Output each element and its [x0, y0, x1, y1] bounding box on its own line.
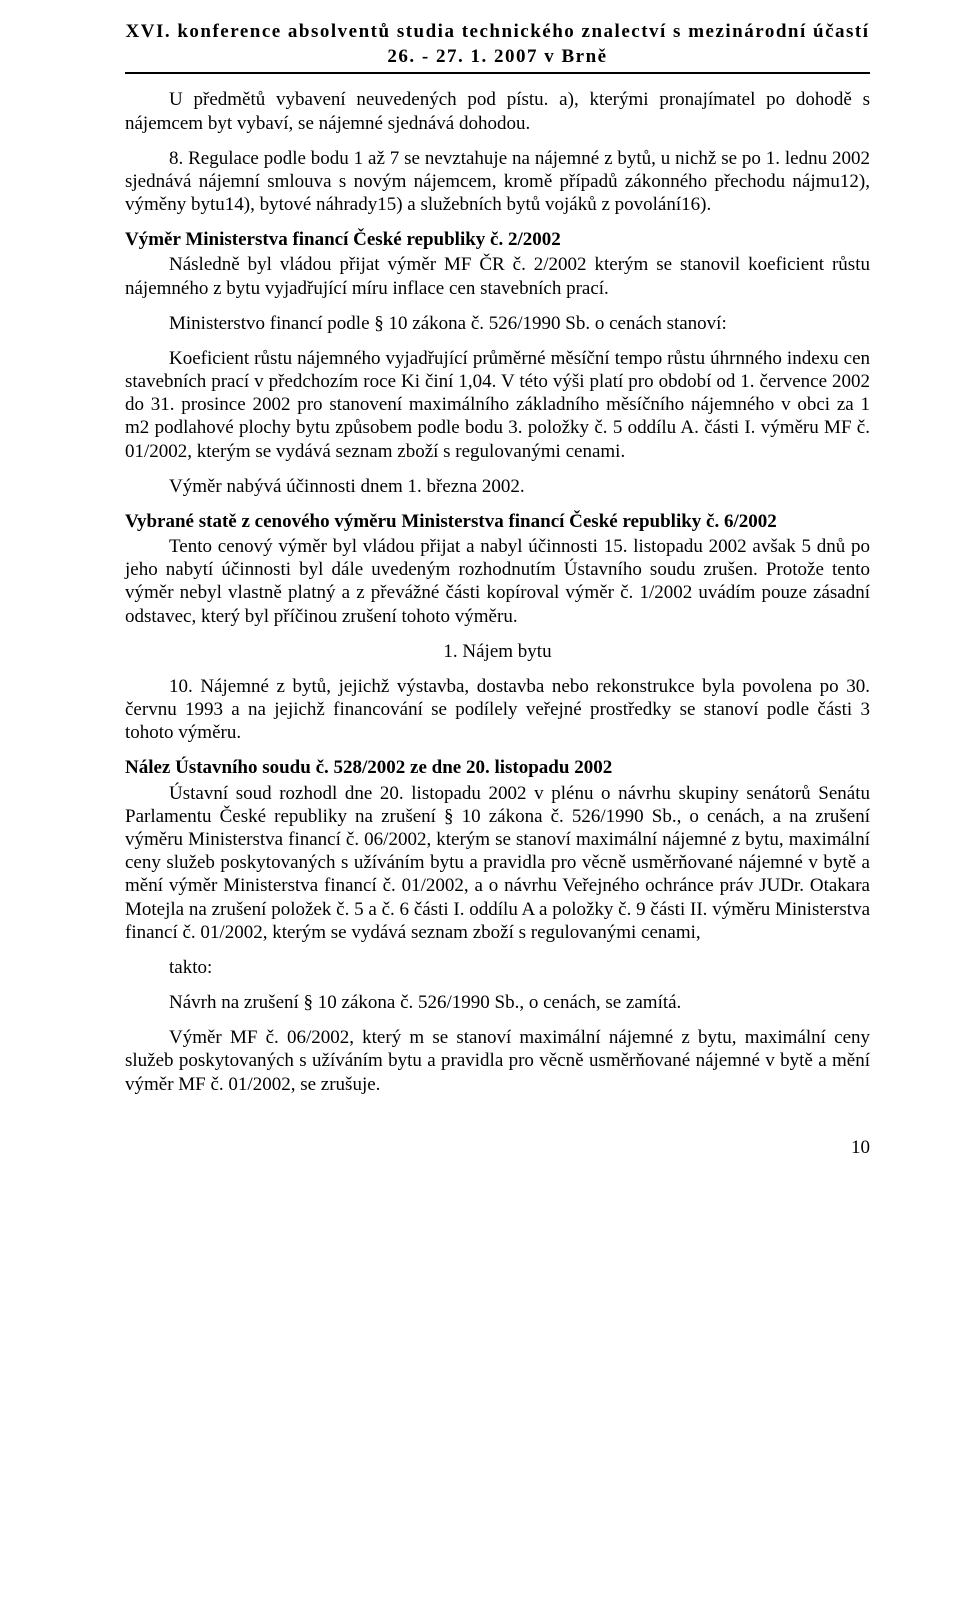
paragraph-8: 10. Nájemné z bytů, jejichž výstavba, do… [125, 675, 870, 745]
paragraph-10: takto: [125, 956, 870, 979]
section-heading-1: Výměr Ministerstva financí České republi… [125, 228, 870, 251]
paragraph-1: U předmětů vybavení neuvedených pod píst… [125, 88, 870, 134]
paragraph-11: Návrh na zrušení § 10 zákona č. 526/1990… [125, 991, 870, 1014]
header-line2: 26. - 27. 1. 2007 v Brně [125, 45, 870, 74]
paragraph-3: Následně byl vládou přijat výměr MF ČR č… [125, 253, 870, 299]
paragraph-6: Výměr nabývá účinnosti dnem 1. března 20… [125, 475, 870, 498]
paragraph-5: Koeficient růstu nájemného vyjadřující p… [125, 347, 870, 463]
paragraph-9: Ústavní soud rozhodl dne 20. listopadu 2… [125, 782, 870, 944]
page-number: 10 [125, 1136, 870, 1159]
section-heading-3: Nález Ústavního soudu č. 528/2002 ze dne… [125, 756, 870, 779]
section-heading-2: Vybrané statě z cenového výměru Minister… [125, 510, 870, 533]
paragraph-2: 8. Regulace podle bodu 1 až 7 se nevztah… [125, 147, 870, 217]
paragraph-7: Tento cenový výměr byl vládou přijat a n… [125, 535, 870, 628]
header-line1: XVI. konference absolventů studia techni… [125, 20, 870, 43]
paragraph-12: Výměr MF č. 06/2002, který m se stanoví … [125, 1026, 870, 1096]
center-heading-1: 1. Nájem bytu [125, 640, 870, 663]
paragraph-4: Ministerstvo financí podle § 10 zákona č… [125, 312, 870, 335]
